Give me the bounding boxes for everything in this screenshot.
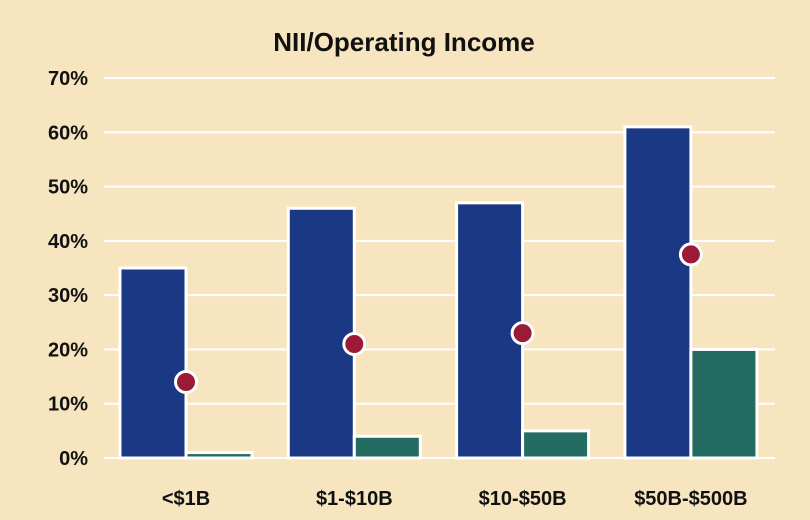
bar [118, 266, 188, 460]
bar [521, 429, 591, 460]
x-tick-label: $50B-$500B [634, 488, 747, 510]
x-axis-ticks: <$1B $1-$10B $10-$50B $50B-$500B [162, 488, 748, 510]
x-tick-label: <$1B [162, 488, 210, 510]
bar [286, 206, 356, 460]
data-point [342, 332, 367, 356]
x-tick-label: $1-$10B [316, 488, 393, 510]
y-tick-label: 60% [48, 122, 88, 144]
y-tick-label: 0% [59, 448, 88, 470]
y-axis-ticks: 0% 10% 20% 30% 40% 50% 60% 70% [48, 68, 88, 470]
bar [689, 347, 759, 460]
y-tick-label: 40% [48, 231, 88, 253]
bars [118, 125, 759, 460]
bar [623, 125, 693, 460]
bar [352, 434, 422, 460]
y-tick-label: 70% [48, 68, 88, 90]
y-tick-label: 50% [48, 177, 88, 199]
dots [174, 242, 703, 394]
x-tick-label: $10-$50B [479, 488, 567, 510]
data-point [510, 321, 535, 346]
y-tick-label: 20% [48, 339, 88, 361]
data-point [678, 242, 703, 267]
chart-title: NII/Operating Income [273, 27, 535, 57]
y-tick-label: 30% [48, 285, 88, 307]
y-tick-label: 10% [48, 394, 88, 416]
data-point [174, 370, 198, 394]
bar [184, 451, 254, 460]
